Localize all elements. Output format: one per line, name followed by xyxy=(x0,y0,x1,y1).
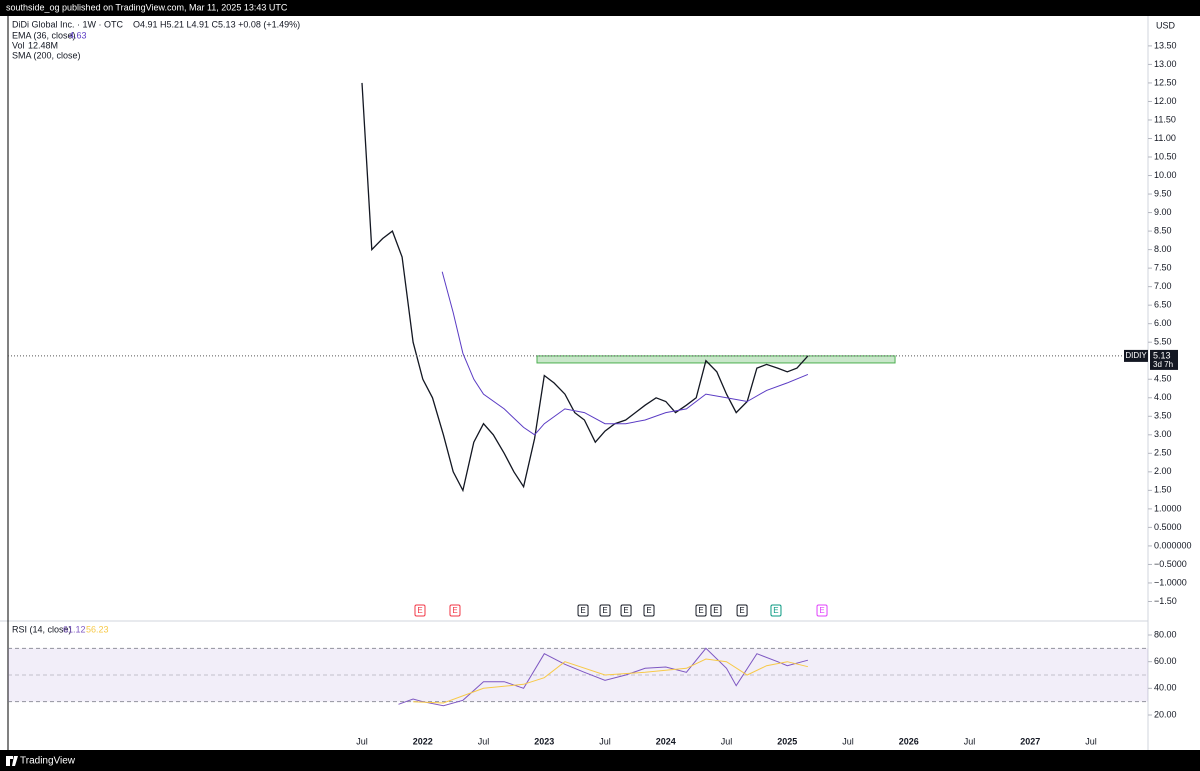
earnings-label: E xyxy=(452,606,457,615)
earnings-label: E xyxy=(713,606,718,615)
earnings-marker xyxy=(710,604,722,617)
y-tick-label: 4.00 xyxy=(1154,392,1172,402)
y-tick-label: −1.0000 xyxy=(1154,577,1187,587)
earnings-label: E xyxy=(773,606,778,615)
publisher: southside_og published on TradingView.co… xyxy=(6,2,288,12)
series-line xyxy=(441,271,809,436)
price-tag-value: 5.13 xyxy=(1153,350,1171,360)
vol-label: Vol xyxy=(12,40,25,50)
y-tick-label: 6.00 xyxy=(1154,318,1172,328)
x-tick-label: Jul xyxy=(842,736,854,746)
earnings-label: E xyxy=(698,606,703,615)
y-tick-label: 8.50 xyxy=(1154,225,1172,235)
rsi-value: 61.12 xyxy=(63,624,86,634)
y-tick-label: 20.00 xyxy=(1154,709,1177,719)
vol-value: 12.48M xyxy=(28,40,58,50)
earnings-marker xyxy=(770,604,782,617)
rsi-label: RSI (14, close) xyxy=(12,624,72,634)
y-tick-label: 11.00 xyxy=(1154,133,1176,143)
y-tick-label: 9.50 xyxy=(1154,188,1172,198)
y-tick-label: 4.50 xyxy=(1154,374,1172,384)
series-line xyxy=(361,82,809,493)
earnings-marker xyxy=(620,604,632,617)
y-tick-label: 3.00 xyxy=(1154,429,1172,439)
y-tick-label: 80.00 xyxy=(1154,629,1177,639)
x-tick-label: 2022 xyxy=(413,736,433,746)
rsi-value: 56.23 xyxy=(86,624,109,634)
earnings-label: E xyxy=(646,606,651,615)
ohlc: O4.91 H5.21 L4.91 C5.13 +0.08 (+1.49%) xyxy=(133,19,300,29)
countdown: 3d 7h xyxy=(1153,360,1173,369)
brand: TradingView xyxy=(20,756,76,767)
symbol-tag-text: DIDIY xyxy=(1125,351,1147,360)
y-tick-label: 12.00 xyxy=(1154,96,1177,106)
y-tick-label: 1.0000 xyxy=(1154,503,1182,513)
ema-value: 4.63 xyxy=(69,30,87,40)
earnings-label: E xyxy=(580,606,585,615)
symbol: DiDi Global Inc. · 1W · OTC xyxy=(12,19,124,29)
y-tick-label: 7.50 xyxy=(1154,263,1172,273)
x-tick-label: Jul xyxy=(478,736,490,746)
y-tick-label: 1.50 xyxy=(1154,485,1172,495)
earnings-marker xyxy=(414,604,426,617)
y-tick-label: 13.50 xyxy=(1154,40,1177,50)
earnings-marker xyxy=(816,604,828,617)
x-tick-label: 2026 xyxy=(899,736,919,746)
y-tick-label: −1.50 xyxy=(1154,596,1177,606)
top-bar xyxy=(0,0,1200,16)
y-tick-label: 3.50 xyxy=(1154,411,1172,421)
y-tick-label: 11.50 xyxy=(1154,114,1176,124)
y-tick-label: 40.00 xyxy=(1154,683,1177,693)
y-tick-label: 8.00 xyxy=(1154,244,1172,254)
ema-label: EMA (36, close) xyxy=(12,30,76,40)
x-tick-label: 2025 xyxy=(777,736,797,746)
rsi-band-fill xyxy=(8,648,1148,702)
x-tick-label: Jul xyxy=(599,736,611,746)
y-tick-label: 10.00 xyxy=(1154,170,1177,180)
currency: USD xyxy=(1156,20,1176,30)
chart-bg xyxy=(0,16,1200,750)
y-tick-label: 13.00 xyxy=(1154,59,1177,69)
earnings-label: E xyxy=(739,606,744,615)
y-tick-label: −0.5000 xyxy=(1154,559,1187,569)
series-line xyxy=(398,647,809,707)
earnings-label: E xyxy=(417,606,422,615)
x-tick-label: 2024 xyxy=(656,736,676,746)
x-tick-label: 2027 xyxy=(1020,736,1040,746)
y-tick-label: 6.50 xyxy=(1154,300,1172,310)
sma-label: SMA (200, close) xyxy=(12,50,81,60)
footer-bar xyxy=(0,750,1200,771)
earnings-marker xyxy=(577,604,589,617)
earnings-marker xyxy=(695,604,707,617)
x-tick-label: 2023 xyxy=(534,736,554,746)
y-tick-label: 10.50 xyxy=(1154,151,1177,161)
earnings-marker xyxy=(736,604,748,617)
x-tick-label: Jul xyxy=(721,736,733,746)
earnings-label: E xyxy=(623,606,628,615)
series-line xyxy=(413,658,809,704)
earnings-marker xyxy=(599,604,611,617)
y-tick-label: 0.000000 xyxy=(1154,540,1192,550)
x-tick-label: Jul xyxy=(356,736,368,746)
y-tick-label: 9.00 xyxy=(1154,207,1172,217)
y-tick-label: 7.00 xyxy=(1154,281,1172,291)
y-tick-label: 60.00 xyxy=(1154,656,1177,666)
y-tick-label: 12.50 xyxy=(1154,77,1177,87)
earnings-label: E xyxy=(602,606,607,615)
earnings-marker xyxy=(449,604,461,617)
y-tick-label: 2.00 xyxy=(1154,466,1172,476)
logo xyxy=(6,756,18,766)
x-tick-label: Jul xyxy=(1085,736,1097,746)
y-tick-label: 5.50 xyxy=(1154,337,1172,347)
y-tick-label: 0.5000 xyxy=(1154,522,1182,532)
earnings-label: E xyxy=(819,606,824,615)
y-tick-label: 2.50 xyxy=(1154,448,1172,458)
price-tag xyxy=(1150,349,1178,370)
resistance-zone xyxy=(536,355,896,364)
earnings-marker xyxy=(643,604,655,617)
symbol-tag xyxy=(1124,349,1148,362)
x-tick-label: Jul xyxy=(964,736,976,746)
